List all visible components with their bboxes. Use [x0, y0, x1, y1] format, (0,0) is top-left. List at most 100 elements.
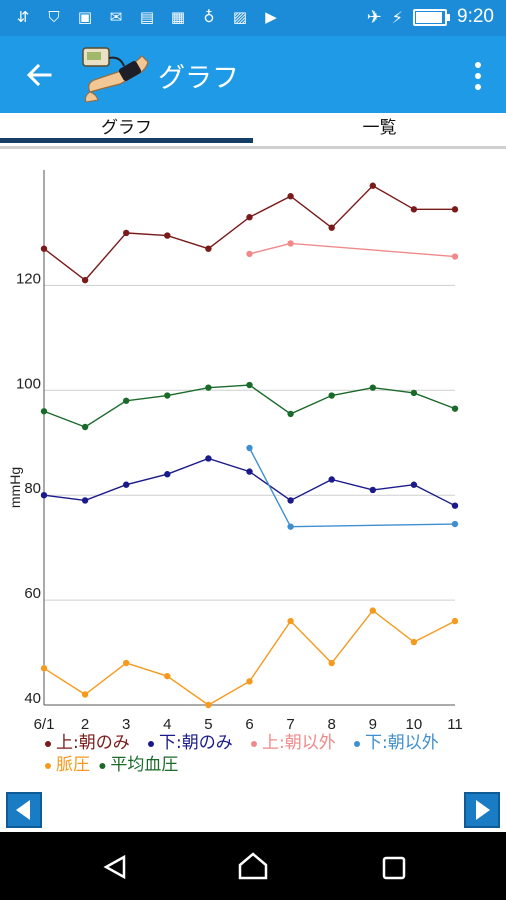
x-tick-label: 6	[245, 716, 253, 733]
status-right: ✈ ⚡ 9:20	[367, 6, 494, 28]
data-point	[164, 471, 171, 478]
data-point	[205, 245, 212, 252]
overflow-menu-icon[interactable]	[474, 61, 482, 91]
mail-icon: ✉	[109, 8, 123, 26]
data-point	[164, 672, 171, 680]
previous-page-button[interactable]	[6, 792, 42, 828]
y-tick-label: 100	[16, 375, 41, 392]
page-title: グラフ	[158, 63, 239, 94]
x-tick-label: 5	[204, 716, 212, 733]
blood-pressure-chart: 40 60 80 100 120 6/1 2 3 4 5 6 7 8 9 10 11 mmHg 上:朝のみ 下:朝の…	[7, 170, 463, 775]
data-point	[40, 408, 48, 415]
y-tick-label: 80	[24, 480, 41, 497]
home-icon[interactable]	[238, 852, 268, 880]
data-point	[369, 182, 376, 189]
pc-icon: ▣	[77, 8, 93, 26]
legend-entry: 平均血圧	[110, 755, 178, 775]
legend-marker	[148, 741, 154, 747]
data-point	[328, 659, 335, 667]
youtube-icon: ▶	[265, 8, 277, 26]
back-icon[interactable]	[103, 854, 126, 880]
data-point	[451, 502, 459, 509]
notification-icons: ⇵ ⛉ ▣ ✉ ▤ ▦ ♁ ▨ ▶	[14, 8, 280, 26]
y-tick-label: 60	[24, 585, 41, 602]
data-point	[410, 638, 418, 646]
data-point	[123, 659, 130, 667]
data-point	[451, 520, 459, 528]
legend-entry: 脈圧	[56, 755, 90, 775]
x-tick-label: 2	[81, 716, 89, 733]
charging-icon: ⚡	[391, 7, 404, 27]
back-arrow-icon[interactable]	[24, 60, 54, 90]
legend-entry: 下:朝のみ	[159, 733, 233, 753]
data-point	[328, 224, 335, 231]
data-point	[287, 497, 294, 504]
series-line-1	[43, 457, 456, 507]
data-point	[410, 481, 418, 488]
data-point	[81, 691, 89, 698]
data-point	[410, 206, 418, 213]
status-bar: ⇵ ⛉ ▣ ✉ ▤ ▦ ♁ ▨ ▶ ✈ ⚡ 9:20	[0, 0, 506, 36]
data-point	[123, 481, 130, 488]
blood-pressure-logo-icon	[82, 47, 149, 103]
android-icon: ♁	[203, 8, 215, 26]
tab-selected-indicator	[0, 138, 253, 143]
legend-marker	[251, 741, 257, 747]
app-bar: グラフ	[0, 36, 506, 113]
x-tick-label: 10	[406, 716, 423, 733]
data-point	[328, 392, 335, 399]
photo-icon: ▨	[232, 8, 248, 26]
data-point	[246, 381, 253, 389]
legend-marker	[45, 741, 51, 747]
data-point	[287, 617, 294, 625]
x-tick-label: 7	[286, 716, 294, 733]
data-point	[369, 384, 376, 391]
y-axis-label: mmHg	[7, 467, 23, 508]
tab-graph[interactable]: グラフ	[101, 118, 152, 138]
data-point	[451, 405, 459, 412]
data-point	[123, 397, 130, 404]
data-point	[40, 491, 48, 499]
data-point	[246, 444, 253, 452]
data-point	[81, 276, 89, 284]
data-point	[328, 476, 335, 483]
x-tick-label: 9	[369, 716, 377, 733]
x-tick-label: 11	[447, 716, 463, 733]
data-point	[287, 523, 294, 530]
next-page-button[interactable]	[464, 792, 500, 828]
shield-icon: ⛉	[48, 8, 60, 26]
legend-marker	[45, 763, 51, 769]
data-point	[40, 665, 48, 672]
data-point	[246, 468, 253, 475]
data-point	[205, 384, 212, 391]
data-point	[410, 389, 418, 397]
tab-bar: グラフ 一覧	[0, 113, 506, 149]
series-line-2	[249, 242, 456, 258]
data-point	[164, 392, 171, 399]
legend-marker	[354, 741, 360, 747]
triangle-right-icon	[476, 800, 490, 820]
data-point	[123, 229, 130, 237]
data-point	[81, 497, 89, 504]
clock: 9:20	[457, 6, 494, 27]
recent-apps-icon[interactable]	[382, 856, 406, 880]
data-point	[287, 240, 294, 247]
legend-entry: 上:朝以外	[262, 733, 336, 753]
tab-list[interactable]: 一覧	[362, 118, 397, 138]
system-navigation-bar	[0, 832, 506, 900]
x-tick-label: 3	[122, 716, 130, 733]
data-point	[246, 214, 253, 221]
series-line-3	[248, 447, 456, 528]
airplane-mode-icon: ✈	[366, 6, 382, 28]
data-point	[451, 206, 459, 213]
series-line-4	[43, 609, 456, 706]
battery-icon	[413, 8, 451, 26]
triangle-left-icon	[16, 800, 30, 820]
x-tick-label: 4	[163, 716, 171, 733]
x-tick-label: 6/1	[34, 716, 55, 733]
data-point	[81, 423, 89, 431]
series-line-5	[43, 384, 456, 428]
data-point	[287, 193, 294, 200]
legend-marker	[99, 763, 106, 769]
legend-entry: 上:朝のみ	[56, 733, 130, 753]
